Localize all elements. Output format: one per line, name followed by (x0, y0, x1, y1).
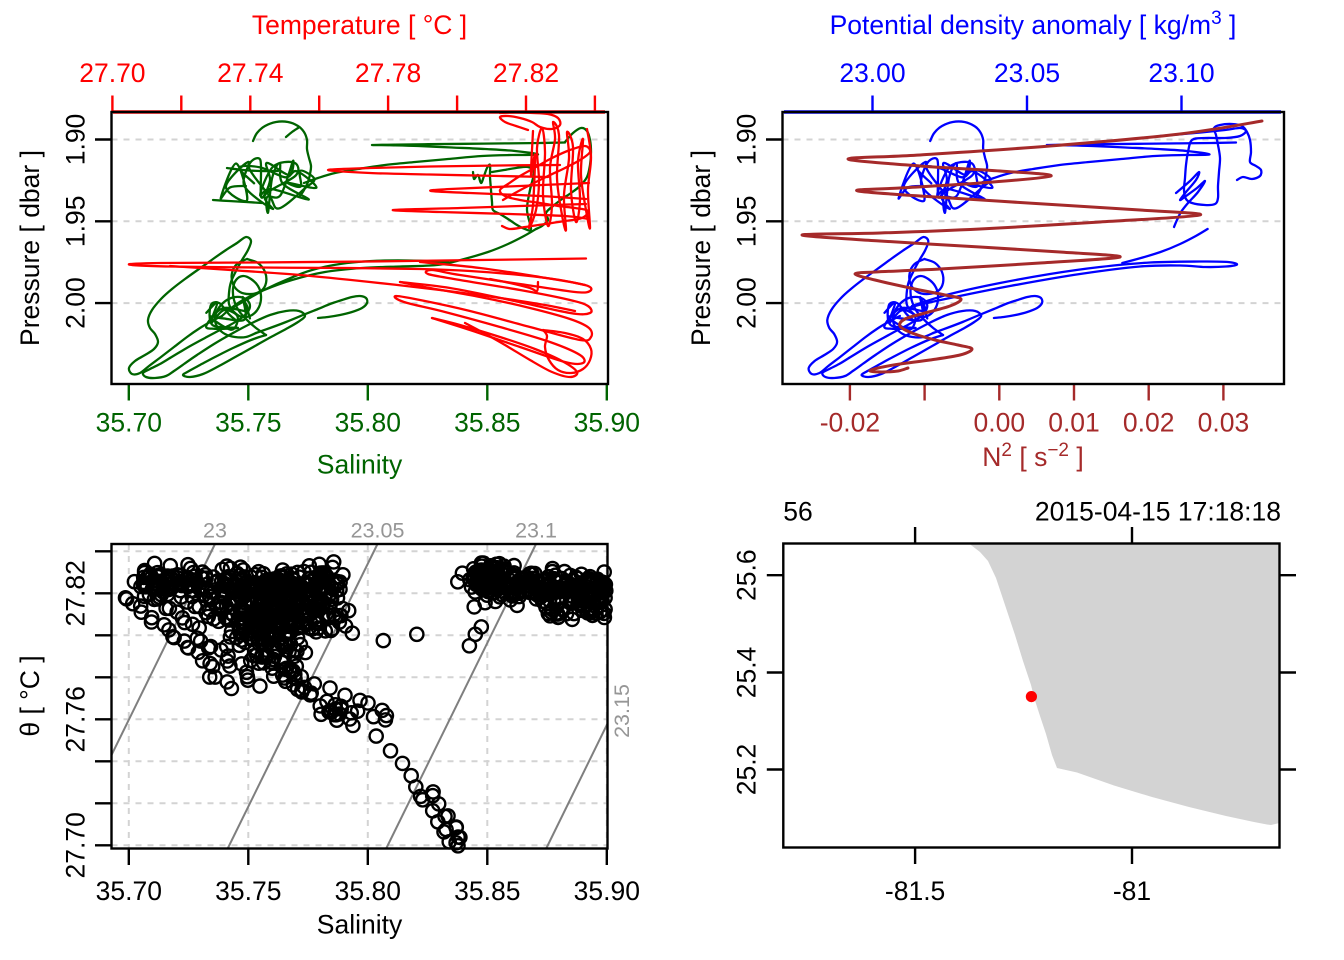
svg-text:35.90: 35.90 (574, 408, 640, 438)
svg-text:35.70: 35.70 (96, 408, 162, 438)
svg-text:25.6: 25.6 (732, 549, 762, 601)
svg-text:35.75: 35.75 (215, 408, 281, 438)
svg-text:23.05: 23.05 (351, 519, 405, 543)
svg-text:-0.02: -0.02 (820, 408, 880, 438)
svg-text:2.00: 2.00 (732, 277, 762, 329)
svg-text:23.05: 23.05 (994, 58, 1060, 88)
svg-text:25.2: 25.2 (732, 744, 762, 796)
svg-text:27.70: 27.70 (79, 58, 145, 88)
svg-text:Salinity: Salinity (317, 910, 403, 940)
svg-text:23.00: 23.00 (839, 58, 905, 88)
svg-text:Pressure [ dbar ]: Pressure [ dbar ] (686, 150, 716, 346)
svg-text:2.00: 2.00 (61, 277, 91, 329)
svg-text:23.1: 23.1 (515, 519, 557, 543)
svg-text:0.00: 0.00 (974, 408, 1026, 438)
svg-text:35.85: 35.85 (454, 876, 520, 906)
svg-text:35.80: 35.80 (335, 408, 401, 438)
svg-text:0.02: 0.02 (1123, 408, 1175, 438)
svg-text:1.95: 1.95 (61, 196, 91, 248)
svg-text:35.90: 35.90 (574, 876, 640, 906)
svg-text:23: 23 (203, 519, 227, 543)
svg-text:N2 [ s−2 ]: N2 [ s−2 ] (982, 440, 1083, 472)
svg-text:27.70: 27.70 (61, 812, 91, 878)
svg-text:1.90: 1.90 (61, 114, 91, 166)
svg-text:27.82: 27.82 (493, 58, 559, 88)
svg-text:1.95: 1.95 (732, 196, 762, 248)
svg-text:35.85: 35.85 (454, 408, 520, 438)
svg-text:35.75: 35.75 (215, 876, 281, 906)
svg-text:56: 56 (783, 497, 812, 527)
svg-text:35.70: 35.70 (96, 876, 162, 906)
svg-text:2015-04-15 17:18:18: 2015-04-15 17:18:18 (1035, 497, 1281, 527)
svg-text:Potential density anomaly [ kg: Potential density anomaly [ kg/m3 ] (830, 8, 1237, 40)
svg-text:0.03: 0.03 (1198, 408, 1250, 438)
svg-text:Temperature [ °C ]: Temperature [ °C ] (252, 10, 467, 40)
svg-text:-81: -81 (1113, 876, 1151, 906)
svg-text:27.74: 27.74 (217, 58, 283, 88)
svg-text:27.76: 27.76 (61, 686, 91, 752)
svg-text:1.90: 1.90 (732, 114, 762, 166)
svg-text:25.4: 25.4 (732, 647, 762, 699)
svg-text:27.82: 27.82 (61, 560, 91, 626)
svg-text:35.80: 35.80 (335, 876, 401, 906)
svg-text:-81.5: -81.5 (885, 876, 945, 906)
svg-text:θ [ °C ]: θ [ °C ] (15, 655, 45, 736)
svg-text:27.78: 27.78 (355, 58, 421, 88)
svg-text:Salinity: Salinity (317, 450, 403, 480)
svg-text:0.01: 0.01 (1048, 408, 1100, 438)
svg-text:23.15: 23.15 (610, 684, 634, 738)
svg-text:Pressure [ dbar ]: Pressure [ dbar ] (15, 150, 45, 346)
svg-text:23.10: 23.10 (1148, 58, 1214, 88)
